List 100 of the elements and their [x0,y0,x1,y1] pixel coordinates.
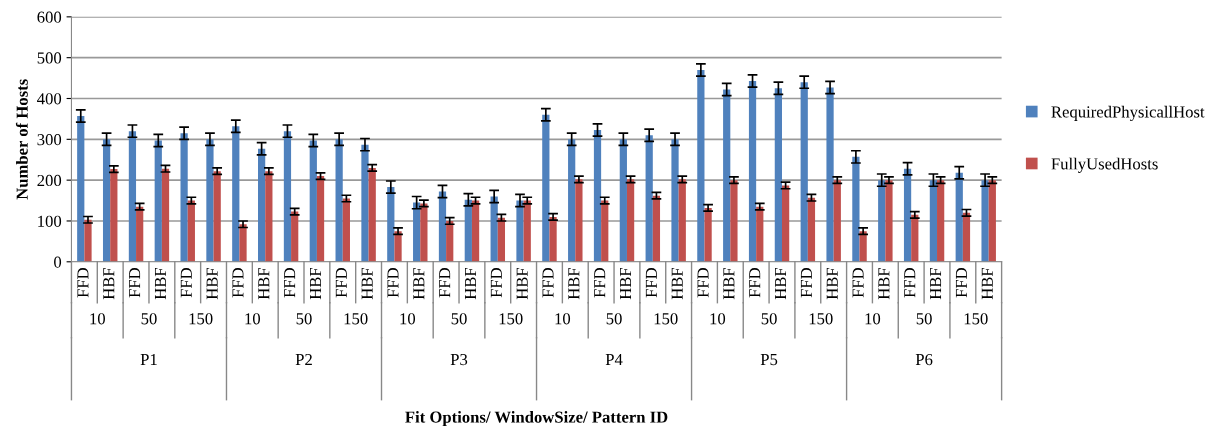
bar [568,139,576,262]
text: 150 [964,313,988,325]
bar [807,197,816,262]
x-tick-label: HBF [878,267,890,300]
x-tick-label: FFD [645,268,657,298]
text: Fit Options/ WindowSize/ Pattern ID [405,411,668,427]
bar [878,180,886,262]
x-tick-label: FFD [955,268,967,298]
bar [420,203,428,262]
y-tick-label: 400 [37,93,62,105]
bar [626,179,635,262]
x-tick-label: FFD [594,268,606,298]
bar [988,180,996,262]
bar [516,200,524,262]
bar [523,200,531,262]
x-tick-label: HBF [154,267,166,300]
bar [161,168,170,262]
x-tick-label: FFD [542,268,554,298]
bar [342,198,350,262]
text: P5 [760,354,778,366]
bar [154,140,162,262]
x-tick-label: HBF [775,267,787,300]
x-tick-label: HBF [568,267,580,300]
bar [413,202,421,262]
text: 150 [809,313,833,325]
bar [697,69,705,262]
bar [394,231,402,262]
x-tick-label: HBF [465,267,476,300]
text: 10 [710,313,726,325]
bar [136,206,144,262]
bar [619,139,627,262]
text: 150 [344,313,368,325]
text: 150 [189,313,213,325]
text: 50 [916,313,932,325]
x-tick-label: HBF [723,267,735,300]
x-tick-label: FFD [490,268,502,298]
text: 50 [141,313,157,325]
x-tick-label: FFD [232,268,244,298]
bar [368,167,376,262]
bar [929,180,938,262]
x-tick-label: HBF [826,267,838,300]
y-tick-label: 500 [37,52,62,64]
y-tick-label: 200 [37,174,62,187]
bar [704,207,712,262]
bar [206,139,214,262]
bar [652,195,661,262]
x-tick-label: HBF [206,267,218,300]
bar [84,219,92,262]
bar [852,156,860,262]
bar [955,172,963,262]
y-tick-label: 0 [54,256,62,268]
bar [756,206,764,262]
bar [180,133,188,262]
x-tick-label: FFD [335,268,347,298]
x-tick-label: HBF [258,267,270,300]
x-tick-label: FFD [800,268,812,298]
x-tick-label: HBF [671,267,683,300]
x-tick-label: FFD [284,268,296,298]
bar [601,200,609,262]
bar [903,168,912,262]
x-tick-label: HBF [361,267,373,300]
x-tick-label: HBF [310,267,321,300]
bar [748,80,757,262]
x-tick-label: HBF [103,267,115,300]
text: P6 [915,353,933,366]
text: P3 [450,353,468,366]
bar [645,135,653,262]
bar [361,144,369,262]
bar [774,88,782,262]
bar [549,216,557,262]
bar [213,171,221,262]
bar [77,116,85,262]
bar [885,180,893,262]
text: 10 [555,313,571,325]
bar [102,139,111,262]
bar [110,169,118,262]
y-tick-label: 600 [37,11,62,23]
text: 10 [400,313,416,325]
bar [471,200,480,262]
bar [671,139,679,262]
x-tick-label: FFD [387,268,399,298]
bar [387,187,395,262]
text: 50 [451,313,467,325]
bar [981,180,989,262]
y-axis-title: Number of Hosts [15,79,28,200]
text: 50 [761,313,777,325]
x-tick-label: FFD [904,268,916,298]
text: P1 [140,354,157,365]
bar [239,224,247,262]
bar [490,196,498,262]
bar [575,179,583,262]
text: 150 [499,313,523,325]
bar [593,129,602,262]
bar [309,140,317,262]
y-tick-label: 300 [37,134,62,146]
y-tick-label: 100 [38,215,62,227]
x-tick-label: HBF [413,267,425,300]
x-tick-label: HBF [516,267,528,300]
bar [283,131,292,262]
bar [833,180,841,262]
